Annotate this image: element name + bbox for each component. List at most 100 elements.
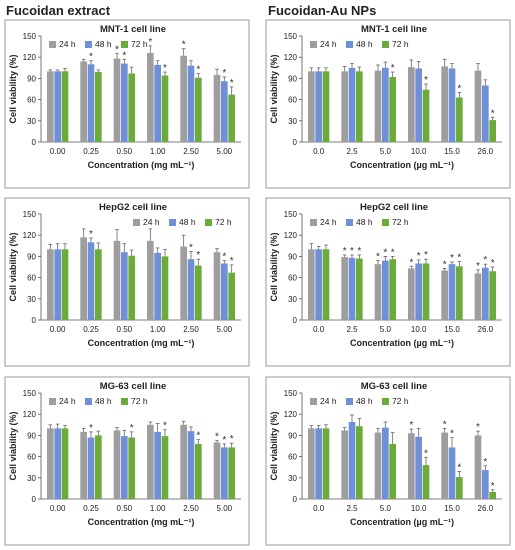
y-tick-label: 90 [288,74,297,83]
legend-swatch [346,398,353,405]
chart-panel-6: MG-63 cell line 0 30 60 90 120 150 Cell viabili… [265,376,511,546]
significance-marker: * [391,247,395,258]
bar-48h-0.0 [315,71,322,142]
x-tick-label: 26.0 [478,147,494,156]
bar-24h-0.00 [47,428,54,499]
x-tick-label: 5.00 [217,504,233,513]
bar-48h-26.0 [482,267,489,320]
bar-48h-0.25 [87,242,95,320]
y-tick-label: 150 [284,389,298,398]
bar-72h-0.00 [61,249,69,320]
legend-label: 48 h [95,39,112,49]
bar-72h-2.50 [195,77,202,142]
significance-marker: * [409,420,413,431]
x-tick-label: 0.00 [50,325,66,334]
y-axis-label: Cell viability (%) [8,232,18,301]
legend-swatch [205,219,212,226]
y-tick-label: 90 [27,252,36,261]
bar-48h-10.0 [415,263,422,320]
chart-panel-1: MNT-1 cell line 0 30 60 90 120 150 Cell viabili… [4,19,250,189]
significance-marker: * [215,431,219,442]
panel-title: HepG2 cell line [360,202,428,213]
x-tick-label: 15.0 [444,325,460,334]
y-tick-label: 0 [32,138,37,147]
bar-72h-1.00 [161,75,169,142]
x-tick-label: 2.50 [183,147,199,156]
bar-48h-5.00 [221,263,228,320]
bar-72h-0.00 [61,71,69,142]
legend-label: 48 h [356,396,373,406]
bar-72h-0.50 [128,255,135,320]
legend-swatch [382,41,389,48]
bar-72h-15.0 [456,97,463,142]
bar-24h-15.0 [441,66,448,142]
legend-label: 48 h [356,39,373,49]
bar-72h-5.0 [389,76,396,142]
y-tick-label: 150 [23,389,37,398]
significance-marker: * [196,250,200,261]
significance-marker: * [89,229,93,240]
bar-48h-5.00 [221,81,228,142]
bar-72h-1.00 [161,436,169,499]
legend-label: 24 h [59,39,76,49]
x-tick-label: 5.00 [217,325,233,334]
x-tick-label: 0.25 [83,504,99,513]
bar-24h-0.25 [80,431,87,499]
legend-swatch [310,219,317,226]
bar-48h-26.0 [482,85,489,142]
y-tick-label: 30 [288,295,297,304]
y-tick-label: 90 [27,431,36,440]
bar-24h-2.50 [180,424,187,499]
bar-24h-0.50 [113,58,121,142]
x-axis-label: Concentration (mg mL⁻¹) [88,517,195,527]
bar-48h-0.50 [121,436,128,499]
x-tick-label: 26.0 [478,325,494,334]
x-tick-label: 5.0 [380,325,392,334]
significance-marker: * [148,37,152,48]
legend-label: 24 h [320,39,337,49]
bar-48h-1.00 [154,64,161,142]
bar-24h-0.50 [113,430,121,499]
legend-label: 24 h [320,396,337,406]
significance-marker: * [343,246,347,257]
bar-48h-2.50 [187,431,195,499]
bar-72h-26.0 [489,271,496,320]
bar-24h-1.00 [147,240,154,320]
significance-marker: * [196,431,200,442]
legend-swatch [133,219,140,226]
significance-marker: * [130,423,134,434]
legend-label: 72 h [392,39,409,49]
y-axis-label: Cell viability (%) [8,411,18,480]
bar-24h-2.5 [341,430,348,499]
significance-marker: * [89,52,93,63]
significance-marker: * [163,63,167,74]
significance-marker: * [230,78,234,89]
x-tick-label: 0.0 [313,504,325,513]
bar-48h-0.00 [54,249,61,320]
x-tick-label: 10.0 [411,504,427,513]
bar-24h-2.50 [180,55,187,142]
x-tick-label: 0.25 [83,147,99,156]
bar-48h-0.00 [54,71,61,142]
significance-marker: * [457,84,461,95]
legend-swatch [121,41,128,48]
significance-marker: * [491,481,495,492]
significance-marker: * [450,429,454,440]
significance-marker: * [424,250,428,261]
significance-marker: * [376,252,380,263]
x-tick-label: 0.0 [313,147,325,156]
significance-marker: * [222,435,226,446]
right-column-header: Fucoidan-Au NPs [268,3,377,18]
bar-72h-2.5 [356,71,363,142]
x-tick-label: 0.0 [313,325,325,334]
bar-24h-5.00 [213,252,221,320]
y-tick-label: 150 [23,210,37,219]
legend-label: 24 h [143,217,160,227]
significance-marker: * [483,457,487,468]
bar-72h-0.25 [95,435,102,499]
legend-label: 72 h [392,396,409,406]
y-tick-label: 120 [284,53,298,62]
bar-48h-2.5 [348,421,356,499]
bar-24h-0.50 [113,240,121,320]
x-tick-label: 0.50 [117,504,133,513]
